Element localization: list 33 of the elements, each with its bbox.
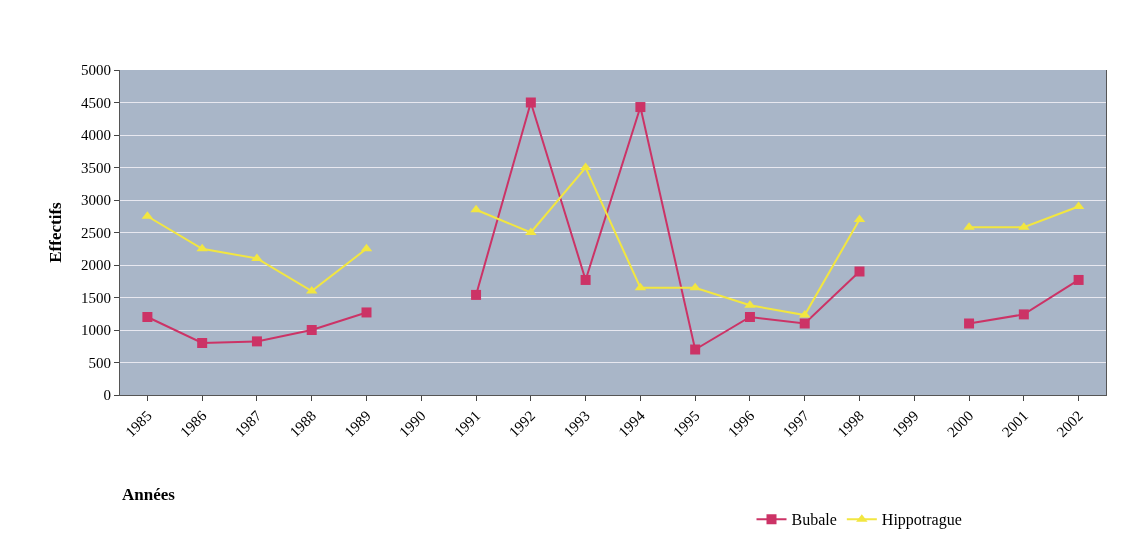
y-tick-label: 2500 [81,224,111,241]
point [361,307,372,318]
y-tick-label: 2000 [81,257,111,274]
y-tick-label: 4500 [81,94,111,111]
y-tick-label: 1000 [81,322,111,339]
point [744,312,755,322]
point [196,243,208,252]
point [306,325,317,335]
x-tick-label: 1991 [450,407,484,441]
point [1018,309,1029,320]
y-tick-label: 0 [103,387,111,404]
y-axis-title: Effectifs [45,201,65,263]
legend-label: Bubale [791,511,837,529]
point [580,274,591,285]
legend-label: Hippotrague [881,511,962,530]
point [854,266,865,277]
point [197,338,208,348]
y-tick-label: 1500 [81,289,111,306]
point [690,344,701,355]
y-tick-label: 4000 [81,127,111,144]
point [471,289,482,300]
point [1073,274,1084,285]
y-tick-label: 500 [88,354,111,371]
x-axis-title: Années [122,485,176,504]
point [689,282,701,291]
point [964,318,975,329]
point [799,318,810,329]
y-tick-label: 3000 [81,192,111,209]
point [251,336,262,347]
y-tick-label: 3500 [81,159,111,176]
point [142,312,153,322]
y-tick-label: 5000 [81,62,111,79]
point [470,204,482,213]
